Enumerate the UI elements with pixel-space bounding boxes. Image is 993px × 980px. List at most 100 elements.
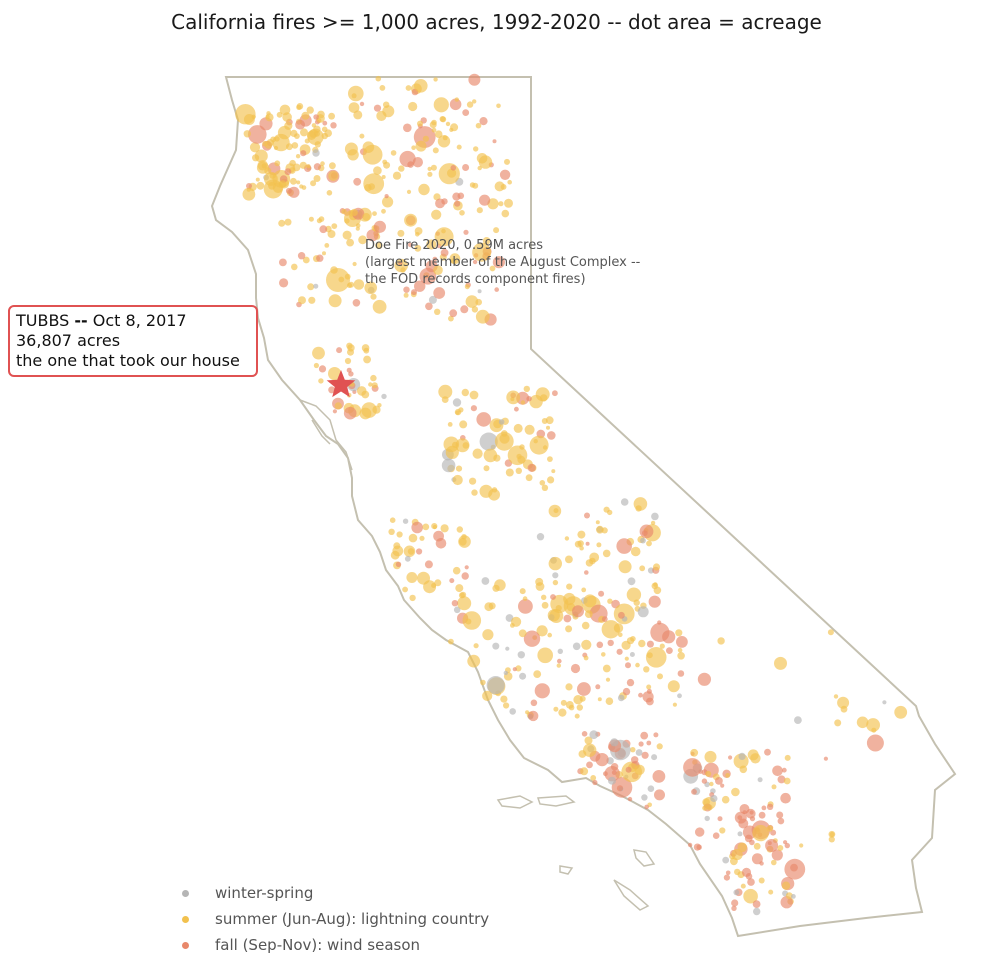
fire-dot xyxy=(341,208,347,215)
fire-dot xyxy=(646,684,652,690)
fire-dot xyxy=(525,474,533,482)
fire-dot xyxy=(722,856,730,864)
fire-dot xyxy=(480,679,486,686)
fire-dot xyxy=(768,889,774,895)
fire-dot xyxy=(498,419,505,425)
fire-dot xyxy=(463,229,469,235)
fire-dot xyxy=(657,620,662,625)
fire-dot xyxy=(510,623,515,628)
fire-dot xyxy=(579,695,586,702)
california-outline xyxy=(210,76,957,938)
fire-dot xyxy=(596,542,602,548)
fire-dot xyxy=(375,75,382,82)
fire-dot xyxy=(295,154,301,159)
fire-dot xyxy=(635,662,640,668)
fire-dot xyxy=(470,405,477,412)
fire-dot xyxy=(448,638,454,645)
fire-dot xyxy=(535,577,544,586)
fire-dot xyxy=(777,845,784,851)
fire-dot xyxy=(438,163,460,185)
fire-dot xyxy=(264,141,273,149)
fire-dot xyxy=(434,579,442,587)
fire-dot xyxy=(552,390,558,397)
fire-dot xyxy=(536,625,548,637)
fire-dot xyxy=(560,699,567,706)
fire-dot xyxy=(752,824,769,842)
fire-dot xyxy=(630,747,636,753)
fire-dot xyxy=(256,181,265,190)
fire-dot xyxy=(441,458,456,473)
fire-dot xyxy=(630,546,641,557)
fire-dot xyxy=(472,242,492,262)
fire-dot xyxy=(403,286,410,293)
fire-dot xyxy=(362,213,371,221)
fire-dot xyxy=(515,665,522,672)
fire-dot xyxy=(590,775,597,781)
fire-dot xyxy=(578,750,587,758)
fire-dot xyxy=(500,695,508,703)
fire-dot xyxy=(268,181,276,190)
fire-dot xyxy=(719,827,726,834)
fire-dot xyxy=(633,497,648,511)
fire-dot xyxy=(646,697,654,706)
fire-dot xyxy=(597,697,602,702)
fire-dot xyxy=(452,474,463,486)
fire-dot xyxy=(534,683,550,699)
fire-dot xyxy=(558,708,567,717)
fire-dot xyxy=(547,476,555,484)
fire-dot xyxy=(472,99,477,104)
fire-dot xyxy=(728,755,733,760)
fire-dot xyxy=(641,794,648,801)
fire-dot xyxy=(738,752,746,761)
fire-dot xyxy=(359,101,365,107)
fire-dot xyxy=(828,836,835,843)
fire-dot xyxy=(526,396,532,402)
fire-dot xyxy=(576,704,583,711)
fire-dot xyxy=(640,537,646,544)
fire-dot xyxy=(607,509,613,516)
fire-dot xyxy=(610,738,619,747)
fire-dot xyxy=(772,765,783,777)
bay-coastline xyxy=(299,399,353,471)
fire-dot xyxy=(346,238,354,247)
fire-dot xyxy=(777,775,786,784)
fire-dot xyxy=(785,892,793,900)
doe-fire-annotation: Doe Fire 2020, 0.59M acres (largest memb… xyxy=(365,237,640,288)
fire-dot xyxy=(781,881,791,890)
fire-dot xyxy=(790,863,798,872)
fire-dot xyxy=(675,629,683,637)
fire-dot xyxy=(352,299,361,307)
fire-dot xyxy=(328,386,336,394)
fire-dot xyxy=(565,625,573,633)
fire-dot xyxy=(307,283,315,291)
fire-dot xyxy=(322,120,328,126)
fire-dot xyxy=(856,716,869,729)
fire-dot xyxy=(519,672,527,680)
fire-dot xyxy=(296,180,301,185)
fire-dots xyxy=(235,73,908,916)
fire-dot xyxy=(542,445,548,450)
fire-dot xyxy=(265,113,274,122)
fire-dot xyxy=(438,384,453,399)
fire-dot xyxy=(398,165,405,172)
fire-dot xyxy=(299,161,307,169)
fire-dot xyxy=(494,287,500,292)
fire-dot xyxy=(439,116,446,122)
fire-dot xyxy=(611,770,617,775)
fire-dot xyxy=(358,235,367,245)
fire-dot xyxy=(254,149,268,163)
fire-dot xyxy=(596,525,604,534)
fire-dot xyxy=(347,348,354,356)
fire-dot xyxy=(639,565,646,572)
fire-dot xyxy=(546,425,550,430)
fire-dot xyxy=(431,209,442,220)
fire-dot xyxy=(308,216,314,222)
fire-dot xyxy=(585,541,590,546)
fire-dot xyxy=(286,143,293,151)
fire-dot xyxy=(449,309,458,318)
fire-dot xyxy=(381,175,386,179)
fire-dot xyxy=(777,817,785,825)
fire-dot xyxy=(318,365,327,373)
fire-dot xyxy=(313,163,321,171)
fire-dot xyxy=(388,528,395,535)
